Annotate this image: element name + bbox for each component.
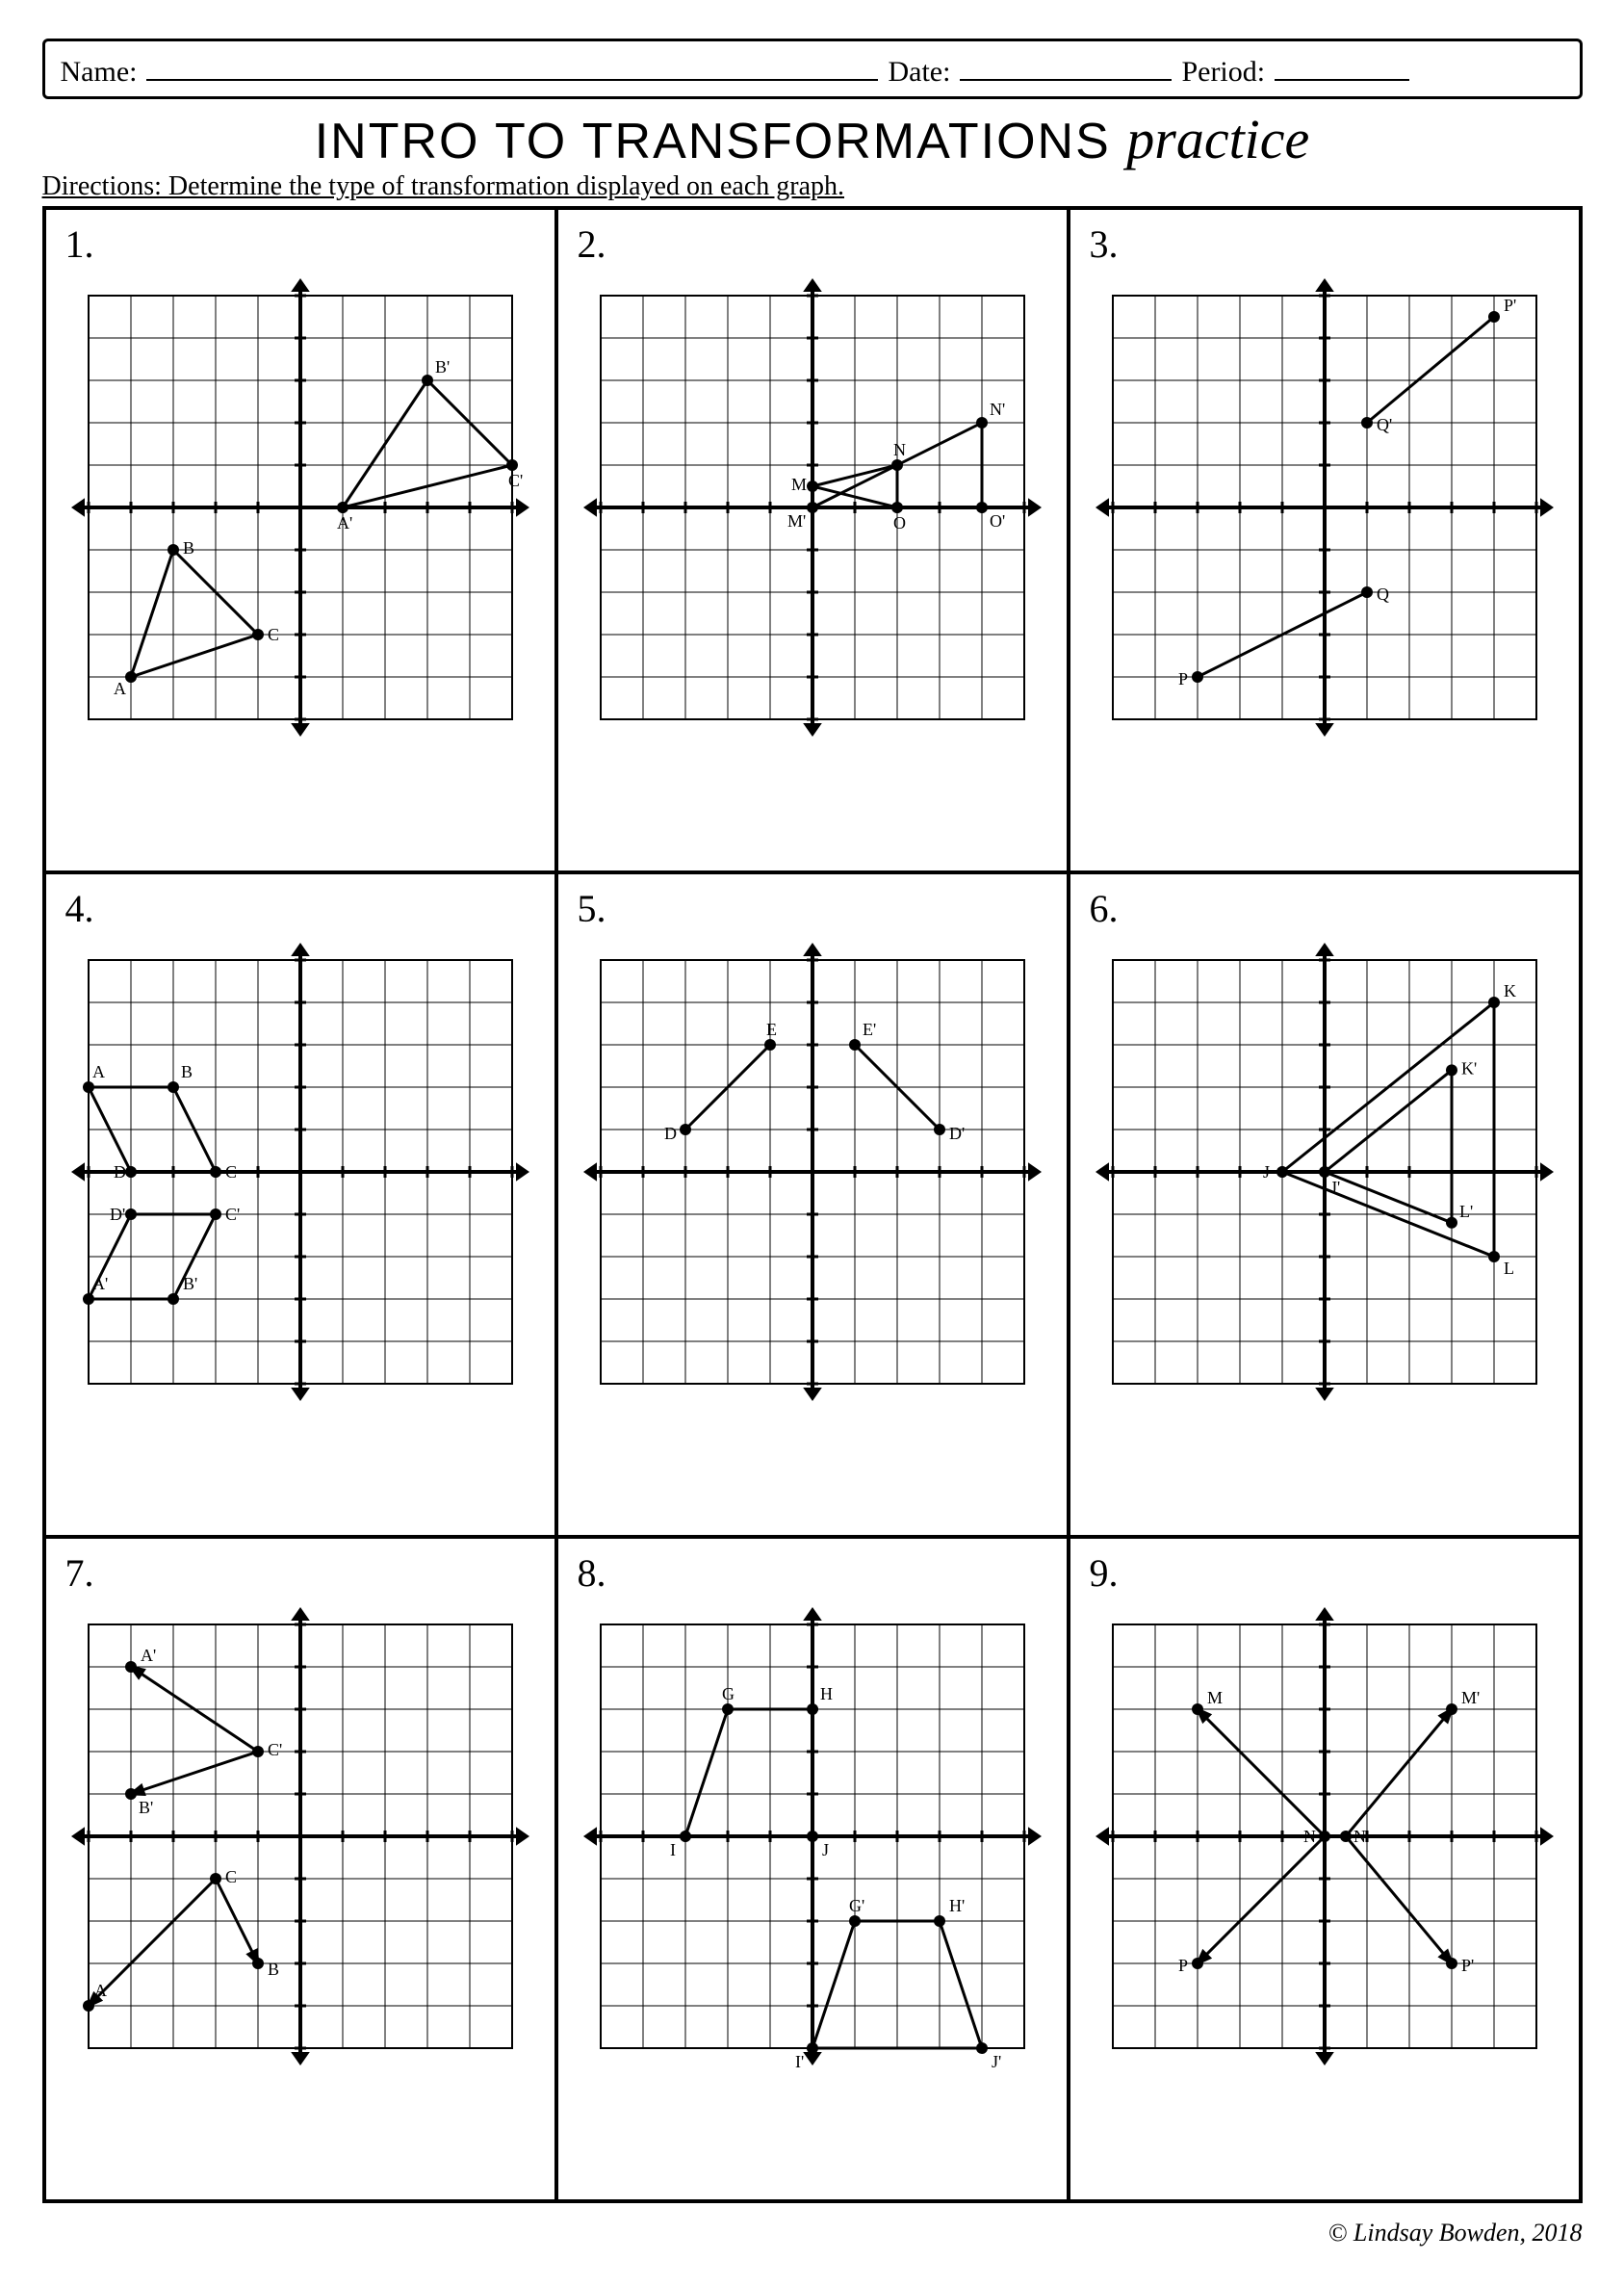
graph: J K L J' K' L' xyxy=(1084,937,1565,1407)
problem-cell: 1. A B C A' B' C' xyxy=(44,208,556,872)
svg-text:A: A xyxy=(114,679,126,698)
problem-cell: 5. D E E' D' xyxy=(556,872,1069,1537)
name-blank[interactable] xyxy=(146,49,878,81)
svg-text:K: K xyxy=(1504,981,1516,1000)
svg-text:I: I xyxy=(670,1840,676,1859)
graph: A B C A' B' C' xyxy=(60,273,541,742)
svg-text:D': D' xyxy=(110,1205,125,1224)
graph: A C B A' C' B' xyxy=(60,1601,541,2071)
period-label: Period: xyxy=(1181,56,1265,89)
svg-text:C': C' xyxy=(268,1740,282,1759)
svg-text:N': N' xyxy=(990,400,1005,419)
problem-number: 9. xyxy=(1090,1550,1565,1596)
svg-text:H': H' xyxy=(949,1896,965,1915)
svg-text:O: O xyxy=(893,513,906,533)
header-fields: Name: Date: Period: xyxy=(42,39,1583,99)
svg-text:A: A xyxy=(94,1981,107,2000)
svg-text:D: D xyxy=(664,1124,677,1143)
svg-text:N: N xyxy=(893,440,906,459)
svg-text:D': D' xyxy=(949,1124,965,1143)
problem-cell: 3. P Q Q' P' xyxy=(1069,208,1581,872)
svg-text:Q: Q xyxy=(1377,584,1389,604)
problem-number: 4. xyxy=(65,886,541,931)
svg-text:C: C xyxy=(225,1867,237,1886)
svg-text:B: B xyxy=(268,1960,279,1979)
svg-text:P': P' xyxy=(1504,296,1516,315)
svg-text:J: J xyxy=(1263,1162,1270,1182)
problem-number: 5. xyxy=(578,886,1053,931)
svg-text:B': B' xyxy=(183,1274,197,1293)
svg-text:B: B xyxy=(181,1062,193,1081)
svg-text:B': B' xyxy=(435,357,450,377)
svg-text:A: A xyxy=(92,1062,105,1081)
graph: D E E' D' xyxy=(572,937,1053,1407)
problem-cell: 6. J K L J' K' L' xyxy=(1069,872,1581,1537)
period-blank[interactable] xyxy=(1275,49,1409,81)
svg-text:L: L xyxy=(1504,1259,1514,1278)
svg-text:K': K' xyxy=(1461,1058,1477,1078)
svg-text:O': O' xyxy=(990,511,1005,531)
svg-text:Q': Q' xyxy=(1377,415,1392,434)
svg-text:C': C' xyxy=(225,1205,240,1224)
svg-text:E: E xyxy=(766,1020,777,1039)
problem-number: 2. xyxy=(578,221,1053,267)
svg-text:M: M xyxy=(791,475,807,494)
graph: I G H J I' G' H' J' xyxy=(572,1601,1053,2071)
problem-cell: 2. M N O M' N' O' xyxy=(556,208,1069,872)
problem-cell: 8. I G H J I' G' H' J' xyxy=(556,1537,1069,2201)
problem-cell: 4. A B C D A' B' C' D' xyxy=(44,872,556,1537)
svg-text:G': G' xyxy=(849,1896,864,1915)
problem-number: 1. xyxy=(65,221,541,267)
date-label: Date: xyxy=(888,56,950,89)
svg-text:A': A' xyxy=(337,513,352,533)
svg-text:I': I' xyxy=(795,2052,804,2071)
svg-text:B': B' xyxy=(139,1798,153,1817)
directions: Directions: Determine the type of transf… xyxy=(42,171,1583,202)
svg-text:C': C' xyxy=(508,471,523,490)
problem-cell: 9. P N M P' N' M' xyxy=(1069,1537,1581,2201)
svg-text:D: D xyxy=(114,1162,126,1182)
svg-text:M': M' xyxy=(1461,1688,1480,1707)
svg-text:H: H xyxy=(820,1684,833,1703)
svg-text:C: C xyxy=(268,625,279,644)
problem-number: 7. xyxy=(65,1550,541,1596)
problem-number: 6. xyxy=(1090,886,1565,931)
svg-text:P: P xyxy=(1178,1956,1188,1975)
svg-text:J': J' xyxy=(992,2052,1001,2071)
footer-credit: © Lindsay Bowden, 2018 xyxy=(42,2219,1583,2247)
svg-text:J: J xyxy=(822,1840,829,1859)
problem-number: 8. xyxy=(578,1550,1053,1596)
date-blank[interactable] xyxy=(960,49,1172,81)
svg-text:P': P' xyxy=(1461,1956,1474,1975)
svg-text:N: N xyxy=(1303,1827,1316,1846)
title-main: INTRO TO TRANSFORMATIONS xyxy=(315,114,1111,169)
svg-text:P: P xyxy=(1178,669,1188,688)
svg-text:C: C xyxy=(225,1162,237,1182)
graph: A B C D A' B' C' D' xyxy=(60,937,541,1407)
svg-text:A': A' xyxy=(141,1646,156,1665)
graph: M N O M' N' O' xyxy=(572,273,1053,742)
svg-text:N': N' xyxy=(1353,1827,1369,1846)
svg-text:J': J' xyxy=(1330,1178,1340,1197)
svg-text:L': L' xyxy=(1459,1202,1473,1221)
svg-text:G: G xyxy=(722,1684,735,1703)
problem-number: 3. xyxy=(1090,221,1565,267)
title-script: practice xyxy=(1126,108,1309,170)
svg-text:E': E' xyxy=(863,1020,876,1039)
svg-text:A': A' xyxy=(92,1274,108,1293)
graph: P Q Q' P' xyxy=(1084,273,1565,742)
graph: P N M P' N' M' xyxy=(1084,1601,1565,2071)
problem-cell: 7. A C B A' C' B' xyxy=(44,1537,556,2201)
svg-text:M: M xyxy=(1207,1688,1223,1707)
svg-text:M': M' xyxy=(787,511,806,531)
problem-grid: 1. A B C A' B' C' 2. M N O M' N' O' 3. P Q Q' P' 4. A B C D A' B'… xyxy=(42,206,1583,2203)
name-label: Name: xyxy=(61,56,138,89)
svg-text:B: B xyxy=(183,538,194,558)
page-title: INTRO TO TRANSFORMATIONS practice xyxy=(42,107,1583,171)
